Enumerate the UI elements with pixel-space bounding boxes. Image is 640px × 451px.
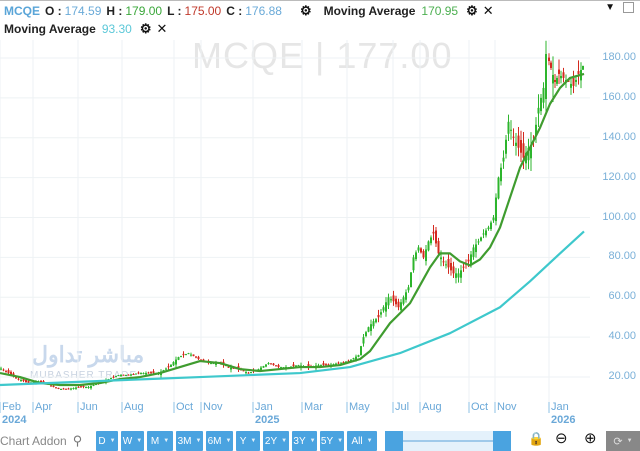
- x-tick-label: Jun: [80, 401, 98, 413]
- y-tick-label: 100.00: [602, 210, 636, 223]
- low-value: 175.00: [184, 4, 222, 18]
- symbol-label: MCQE: [4, 4, 40, 18]
- y-tick-label: 180.00: [602, 51, 636, 63]
- chevron-down-icon: ▼: [309, 438, 316, 444]
- x-tick-label: Jan: [255, 401, 273, 413]
- open-value: 174.59: [64, 4, 102, 18]
- period-button-5y[interactable]: 5Y ▼: [320, 431, 344, 451]
- x-tick-label: Apr: [35, 401, 53, 413]
- y-tick-label: 40.00: [608, 330, 636, 343]
- period-label: 3M: [177, 435, 192, 447]
- range-handle-right[interactable]: [493, 431, 511, 451]
- ma2-label: Moving Average: [4, 22, 96, 36]
- y-tick-label: 60.00: [608, 290, 636, 303]
- period-label: Y: [239, 435, 247, 447]
- period-label: M: [150, 435, 160, 447]
- zoom-in-icon[interactable]: ⊕: [584, 430, 597, 447]
- y-tick-label: 20.00: [608, 370, 636, 383]
- period-label: D: [98, 435, 106, 447]
- x-tick-label: Jul: [395, 401, 410, 413]
- x-year-label: 2024: [2, 414, 27, 426]
- chevron-down-icon: ▼: [250, 438, 257, 444]
- y-tick-label: 80.00: [608, 250, 636, 263]
- open-label: O :: [45, 4, 62, 18]
- x-tick-label: Aug: [422, 401, 442, 413]
- ma2-close-icon[interactable]: ✕: [156, 21, 168, 36]
- chevron-down-icon: ▼: [281, 438, 288, 444]
- range-handle-left[interactable]: [385, 431, 403, 451]
- high-value: 179.00: [125, 4, 163, 18]
- maximize-checkbox[interactable]: [623, 2, 634, 13]
- ma1-label: Moving Average: [323, 4, 416, 18]
- refresh-icon: ⟳: [613, 435, 623, 448]
- ma2-legend: Moving Average 93.30 ⚙ ✕: [4, 21, 167, 37]
- y-tick-label: 140.00: [602, 130, 636, 143]
- ma2-value: 93.30: [101, 22, 132, 36]
- x-tick-label: Oct: [176, 401, 194, 413]
- period-label: 5Y: [320, 435, 334, 447]
- top-border: [0, 0, 640, 1]
- period-button-w[interactable]: W ▼: [121, 431, 144, 451]
- chevron-down-icon: ▼: [195, 438, 202, 444]
- period-button-3y[interactable]: 3Y ▼: [292, 431, 317, 451]
- symbol-watermark: MCQE | 177.00: [192, 35, 453, 76]
- x-tick-label: Nov: [203, 401, 223, 413]
- x-tick-label: Nov: [497, 401, 517, 413]
- refresh-button[interactable]: ⟳ ▼: [606, 431, 640, 451]
- lock-icon[interactable]: 🔒: [528, 431, 545, 446]
- chevron-down-icon: ▼: [136, 438, 143, 444]
- period-button-m[interactable]: M ▼: [147, 431, 173, 451]
- x-tick-label: Aug: [124, 401, 144, 413]
- chevron-down-icon: ▼: [163, 438, 170, 444]
- period-label: 2Y: [264, 435, 278, 447]
- chevron-down-icon: ▼: [337, 438, 344, 444]
- zoom-out-icon[interactable]: ⊖: [555, 430, 568, 447]
- period-label: 3Y: [293, 435, 306, 447]
- ma1-value: 170.95: [421, 4, 459, 18]
- close-value: 176.88: [245, 4, 282, 18]
- ma1-gear-icon[interactable]: ⚙: [466, 3, 478, 18]
- period-label: 6M: [207, 435, 222, 447]
- x-tick-label: Oct: [471, 401, 489, 413]
- window-controls: ▼: [605, 2, 634, 13]
- low-label: L :: [167, 4, 182, 18]
- search-input[interactable]: Chart Addon: [0, 434, 67, 448]
- chart-addon-search[interactable]: Chart Addon ⚲: [0, 431, 88, 451]
- x-year-label: 2026: [551, 414, 576, 426]
- range-track: [403, 440, 493, 442]
- ma2-gear-icon[interactable]: ⚙: [139, 21, 152, 36]
- x-year-label: 2025: [255, 414, 280, 426]
- high-label: H :: [106, 4, 123, 18]
- period-button-d[interactable]: D ▼: [96, 431, 118, 451]
- ma1-close-icon[interactable]: ✕: [482, 3, 494, 18]
- chevron-down-icon: ▼: [109, 438, 116, 444]
- period-button-3m[interactable]: 3M ▼: [176, 431, 203, 451]
- mubasher-logo-latin: MUBASHER TRADE: [30, 370, 138, 381]
- ohlc-legend: MCQE O : 174.59 H : 179.00 L : 175.00 C …: [4, 3, 494, 19]
- period-button-all[interactable]: All ▼: [347, 431, 377, 451]
- y-tick-label: 120.00: [602, 170, 636, 183]
- range-slider[interactable]: [385, 431, 511, 451]
- period-label: All: [351, 435, 363, 447]
- period-button-y[interactable]: Y ▼: [236, 431, 260, 451]
- period-button-6m[interactable]: 6M ▼: [206, 431, 233, 451]
- dropdown-icon[interactable]: ▼: [605, 2, 615, 13]
- x-tick-label: Feb: [2, 401, 21, 413]
- search-icon[interactable]: ⚲: [72, 433, 83, 448]
- x-tick-label: Mar: [304, 401, 323, 413]
- x-tick-label: Jan: [551, 401, 569, 413]
- period-button-2y[interactable]: 2Y ▼: [263, 431, 289, 451]
- x-tick-label: May: [349, 401, 370, 413]
- chevron-down-icon: ▼: [366, 438, 373, 444]
- period-label: W: [122, 435, 133, 447]
- gear-icon[interactable]: ⚙: [299, 3, 312, 18]
- mubasher-logo-arabic: مباشر تداول: [32, 342, 145, 367]
- y-tick-label: 160.00: [602, 90, 636, 103]
- chevron-down-icon: ▼: [225, 438, 232, 444]
- close-label: C :: [226, 4, 243, 18]
